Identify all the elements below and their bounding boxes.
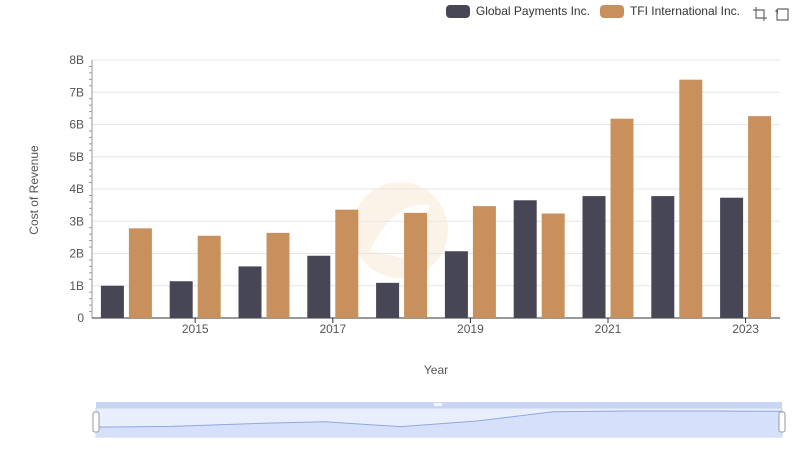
watermark-logo: [352, 182, 448, 278]
legend: Global Payments Inc. TFI International I…: [445, 4, 740, 18]
bar-tfi-international-2014: [128, 228, 152, 318]
zoom-icon[interactable]: [752, 6, 768, 22]
x-axis-title: Year: [423, 363, 449, 377]
x-tick-label: 2017: [319, 322, 346, 336]
legend-label-global-payments: Global Payments Inc.: [475, 4, 590, 18]
zoom-slider[interactable]: [92, 402, 786, 438]
bar-global-payments-2023: [720, 197, 744, 318]
bar-tfi-international-2022: [679, 79, 703, 318]
legend-item-global-payments[interactable]: Global Payments Inc.: [445, 4, 590, 18]
bar-global-payments-2016: [238, 266, 262, 318]
y-tick-label: 6B: [69, 118, 84, 132]
y-tick-label: 8B: [69, 53, 84, 67]
y-tick-label: 3B: [69, 214, 84, 228]
bar-tfi-international-2017: [335, 209, 359, 318]
y-tick-label: 5B: [69, 150, 84, 164]
bar-tfi-international-2023: [748, 116, 772, 319]
zoom-grip: [434, 403, 442, 406]
bar-global-payments-2017: [307, 255, 331, 318]
bar-global-payments-2022: [651, 196, 675, 318]
bar-global-payments-2018: [376, 282, 400, 318]
zoom-handle-left: [92, 411, 100, 433]
y-tick-label: 1B: [69, 279, 84, 293]
bar-tfi-international-2018: [404, 212, 428, 318]
y-tick-label: 2B: [69, 247, 84, 261]
chart-toolbar: [752, 6, 790, 22]
bar-tfi-international-2020: [541, 213, 565, 318]
y-tick-label: 4B: [69, 182, 84, 196]
bar-tfi-international-2016: [266, 232, 290, 318]
grid-lines: [92, 59, 780, 319]
reset-icon[interactable]: [774, 6, 790, 22]
bar-tfi-international-2015: [197, 235, 221, 318]
zoom-slider-line: [95, 410, 783, 428]
x-tick-label: 2019: [457, 322, 484, 336]
legend-item-tfi-international[interactable]: TFI International Inc.: [599, 4, 740, 18]
y-tick-label: 7B: [69, 85, 84, 99]
x-axis-ticks: 2015 2017 2019 2021 2023: [182, 318, 759, 336]
bar-global-payments-2019: [444, 251, 468, 318]
x-tick-label: 2023: [732, 322, 759, 336]
bar-tfi-international-2021: [610, 118, 634, 318]
legend-label-tfi-international: TFI International Inc.: [629, 4, 740, 18]
bars: [100, 79, 772, 319]
x-tick-label: 2015: [182, 322, 209, 336]
bar-global-payments-2015: [169, 281, 193, 318]
x-tick-label: 2021: [595, 322, 622, 336]
bar-global-payments-2014: [100, 285, 124, 318]
bar-tfi-international-2019: [472, 206, 496, 318]
legend-swatch-tfi-international: [599, 4, 624, 18]
legend-swatch-global-payments: [445, 4, 470, 18]
bar-global-payments-2020: [513, 200, 537, 318]
bar-global-payments-2021: [582, 196, 606, 318]
zoom-handle-right: [778, 411, 786, 433]
y-tick-label: 0: [77, 311, 84, 325]
